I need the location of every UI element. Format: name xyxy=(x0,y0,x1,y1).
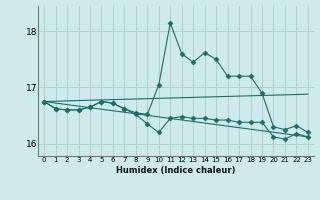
X-axis label: Humidex (Indice chaleur): Humidex (Indice chaleur) xyxy=(116,166,236,175)
